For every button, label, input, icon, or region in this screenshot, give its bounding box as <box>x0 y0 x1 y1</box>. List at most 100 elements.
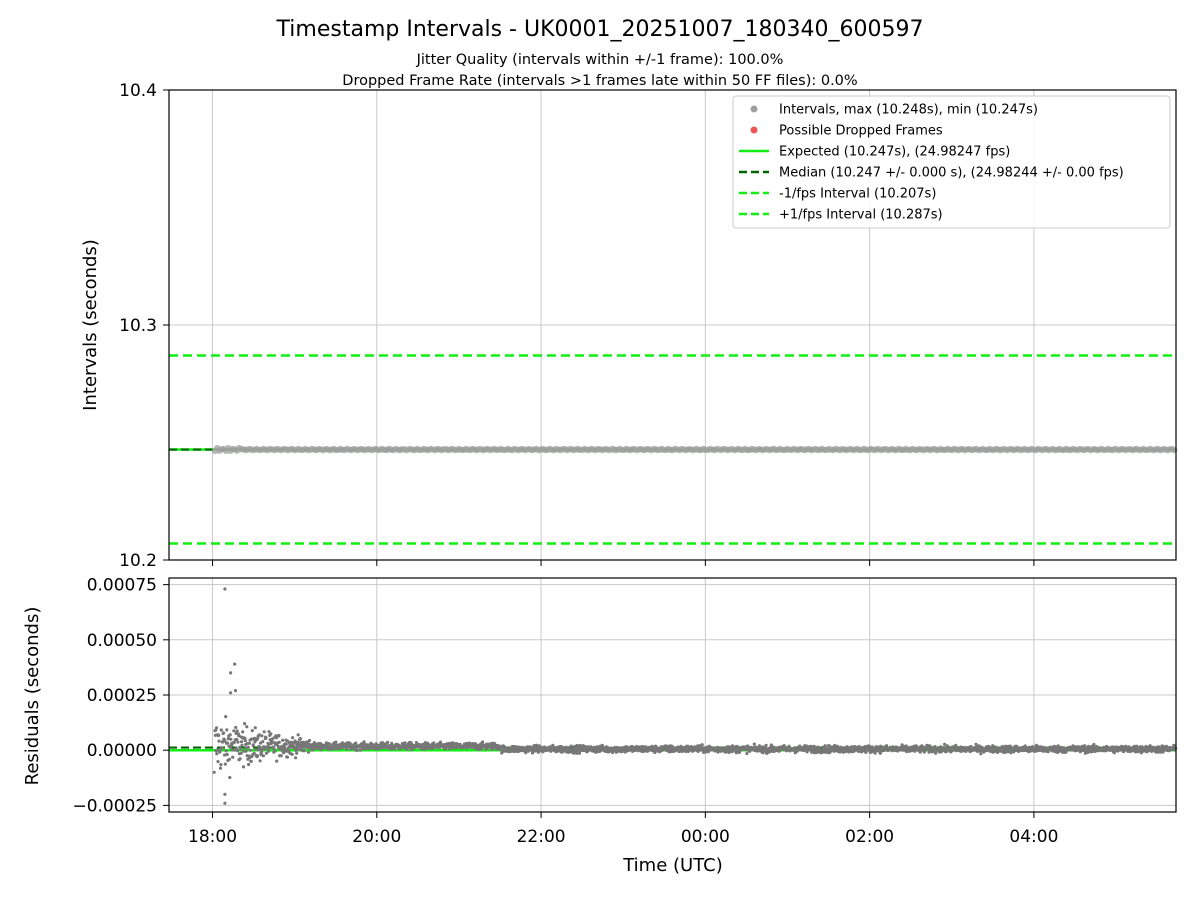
residual-point <box>291 736 295 740</box>
residual-point <box>348 742 352 746</box>
intervals-y-ticks: 10.2 10.3 10.4 <box>119 81 169 571</box>
residual-point <box>223 753 227 757</box>
residual-point <box>1112 751 1116 755</box>
residuals-y-tick-label: 0.00075 <box>87 576 157 596</box>
residual-point <box>302 749 306 753</box>
residual-point <box>226 741 230 745</box>
time-x-ticks: 18:00 20:00 22:00 00:00 02:00 04:00 <box>188 560 1058 847</box>
residual-point <box>277 733 281 738</box>
residual-point <box>850 745 854 749</box>
intervals-y-tick-label: 10.3 <box>119 316 157 336</box>
residual-point <box>218 766 223 770</box>
jitter-quality-subtitle: Jitter Quality (intervals within +/-1 fr… <box>416 52 784 68</box>
time-x-axis-label: Time (UTC) <box>622 855 723 876</box>
legend-label-median: Median (10.247 +/- 0.000 s), (24.98244 +… <box>779 166 1124 181</box>
residual-point <box>246 745 250 750</box>
residual-point <box>752 742 756 746</box>
residual-point <box>257 744 261 749</box>
legend-box <box>732 95 1171 229</box>
residuals-y-tick-label: 0.00000 <box>87 741 157 761</box>
residuals-panel: −0.00025 0.00000 0.00025 0.00050 0.00075 18:… <box>22 560 1178 876</box>
residual-point <box>219 728 223 732</box>
residual-point <box>217 733 221 737</box>
residual-point <box>1127 745 1131 749</box>
residual-point <box>1092 742 1096 747</box>
residual-point <box>764 743 768 747</box>
residual-point <box>294 756 298 760</box>
residual-point <box>267 746 271 750</box>
residual-outlier-point <box>233 662 237 666</box>
residual-point <box>223 762 227 766</box>
residual-point <box>243 722 247 726</box>
residual-point <box>276 744 280 749</box>
residual-point <box>260 750 264 754</box>
residual-point <box>1009 751 1013 755</box>
residual-point <box>279 754 283 758</box>
legend-label-intervals: Intervals, max (10.248s), min (10.247s) <box>779 103 1038 118</box>
residual-point <box>214 728 218 732</box>
residual-point <box>281 738 285 742</box>
residual-point <box>977 744 982 748</box>
residual-point <box>217 739 221 743</box>
residual-point <box>345 747 349 751</box>
residual-point <box>386 740 390 745</box>
residual-point <box>969 744 973 749</box>
residual-outlier-point <box>223 792 227 796</box>
residual-point <box>241 730 245 734</box>
residual-point <box>995 750 1000 755</box>
residual-point <box>285 755 289 759</box>
residual-point <box>260 734 264 738</box>
residual-point <box>1083 744 1087 748</box>
residual-point <box>1159 750 1163 754</box>
x-tick-label: 00:00 <box>681 827 730 847</box>
residual-point <box>836 745 840 749</box>
residual-point <box>245 725 249 729</box>
residual-point <box>298 737 302 741</box>
residuals-y-tick-label: 0.00025 <box>87 686 157 706</box>
intervals-legend: Intervals, max (10.248s), min (10.247s) … <box>732 95 1171 229</box>
legend-marker-intervals <box>750 105 758 113</box>
intervals-y-tick-label: 10.2 <box>119 551 157 571</box>
residual-point <box>258 759 262 763</box>
residual-point <box>254 747 258 752</box>
residual-point <box>220 746 224 750</box>
residual-point <box>277 740 281 744</box>
legend-label-expected: Expected (10.247s), (24.98247 fps) <box>779 145 1010 160</box>
residual-point <box>267 749 271 753</box>
residual-point <box>258 747 262 752</box>
residual-point <box>249 759 253 764</box>
residual-point <box>858 745 862 750</box>
residual-point <box>273 749 277 753</box>
residual-point <box>264 751 268 755</box>
residual-point <box>1046 750 1050 754</box>
residuals-y-tick-label: −0.00025 <box>72 796 157 816</box>
legend-label-minus-fps: -1/fps Interval (10.207s) <box>779 187 936 202</box>
residual-point <box>571 751 576 755</box>
residual-point <box>221 731 226 735</box>
residual-point <box>334 740 338 744</box>
residual-outlier-point <box>212 770 216 774</box>
residual-point <box>234 746 238 750</box>
residual-point <box>600 743 605 747</box>
residual-point <box>1144 744 1148 749</box>
residual-outlier-point <box>233 689 238 693</box>
residual-point <box>481 740 485 744</box>
residual-point <box>240 743 244 747</box>
residual-outlier-point <box>223 801 227 805</box>
residual-point <box>293 739 297 743</box>
residual-point <box>700 743 704 747</box>
residual-point <box>238 757 242 761</box>
x-tick-label: 22:00 <box>517 827 566 847</box>
residuals-y-ticks: −0.00025 0.00000 0.00025 0.00050 0.00075 <box>72 576 169 816</box>
residual-point <box>224 715 228 719</box>
residual-point <box>216 760 220 764</box>
residual-point <box>1003 750 1007 755</box>
residual-point <box>240 740 244 744</box>
residuals-y-axis-label: Residuals (seconds) <box>22 607 43 786</box>
figure-title: Timestamp Intervals - UK0001_20251007_18… <box>276 17 924 42</box>
residual-point <box>224 749 228 753</box>
residual-point <box>979 752 983 756</box>
residual-point <box>271 737 275 741</box>
residual-point <box>274 736 278 740</box>
